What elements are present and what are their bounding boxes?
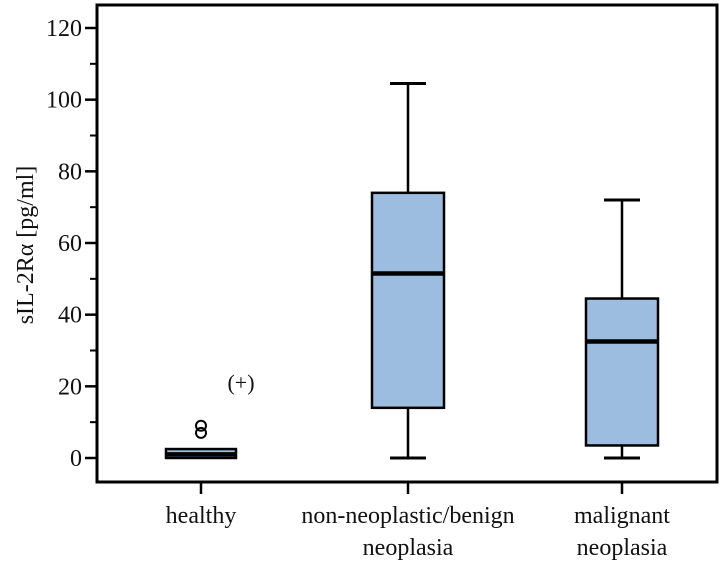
x-axis: healthy non-neoplastic/benign neoplasia mal… (166, 482, 670, 561)
x-category-label: neoplasia (577, 535, 668, 561)
box-group (370, 82, 446, 460)
y-axis: 0 20 40 60 80 100 120 (46, 16, 97, 472)
y-tick-label: 100 (46, 88, 82, 114)
x-category-label: healthy (166, 503, 237, 529)
x-category-label: neoplasia (363, 535, 454, 561)
box-group: (+) (164, 370, 255, 460)
iqr-box (370, 191, 446, 410)
y-tick-label: 60 (58, 231, 82, 257)
significance-annotation: (+) (227, 370, 254, 395)
box-group (584, 198, 660, 460)
y-axis-title: sIL-2Rα [pg/ml] (13, 166, 39, 325)
y-tick-label: 120 (46, 16, 82, 42)
y-tick-label: 80 (58, 159, 82, 185)
y-tick-label: 0 (70, 446, 82, 472)
outlier-point (195, 426, 207, 439)
x-category-label: malignant (574, 503, 670, 529)
x-category-label: non-neoplastic/benign (301, 503, 514, 529)
iqr-box (584, 297, 660, 447)
boxes: (+) (164, 82, 660, 460)
y-tick-label: 40 (58, 303, 82, 329)
outlier-point (195, 419, 207, 432)
y-tick-label: 20 (58, 374, 82, 400)
